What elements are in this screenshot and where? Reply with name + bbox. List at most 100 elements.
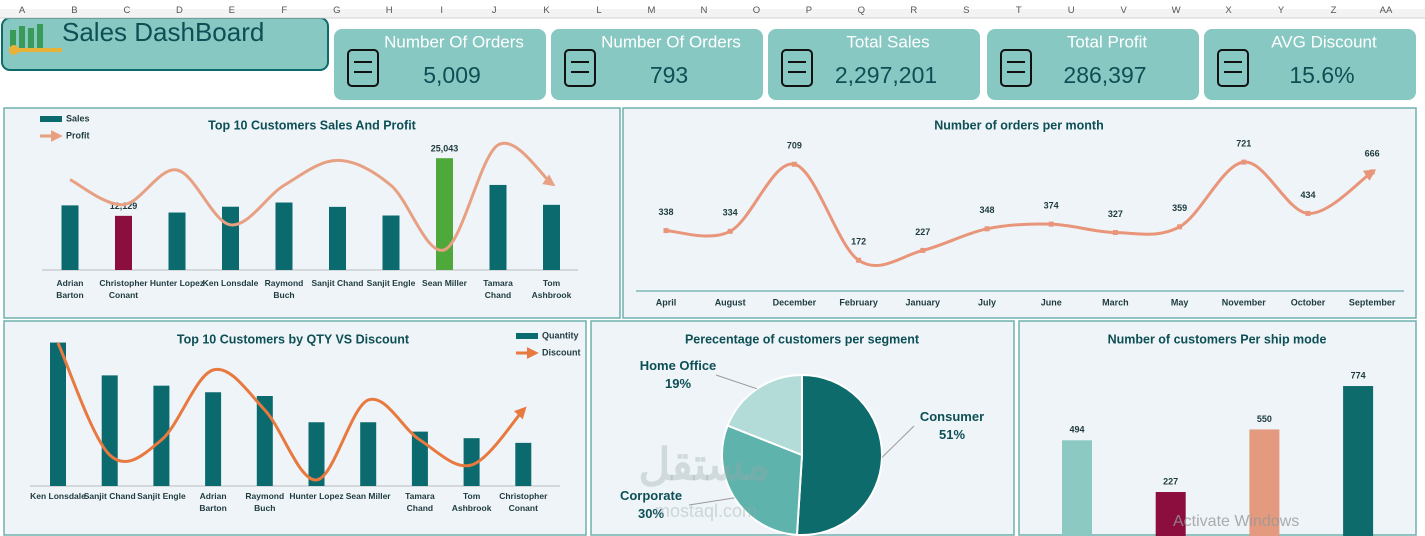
leader-line bbox=[715, 374, 758, 390]
bar bbox=[436, 158, 453, 270]
point bbox=[791, 161, 797, 167]
x-tick-label: Sanjit Chand bbox=[311, 278, 364, 288]
data-label: 550 bbox=[1257, 414, 1272, 424]
column-header: J bbox=[492, 5, 497, 16]
x-tick-label: June bbox=[1041, 297, 1062, 307]
kpi-card bbox=[768, 29, 980, 100]
sheet-header-row bbox=[0, 9, 1425, 18]
x-tick-label: August bbox=[715, 297, 746, 307]
x-tick-label: December bbox=[773, 297, 817, 307]
bar bbox=[489, 184, 507, 270]
point bbox=[856, 257, 862, 263]
point bbox=[984, 226, 990, 232]
system-notice: Activate Windows bbox=[1173, 513, 1299, 530]
column-header: V bbox=[1120, 5, 1127, 16]
chart-title: Number of customers Per ship mode bbox=[1108, 332, 1327, 346]
bar bbox=[1343, 386, 1374, 536]
leader-line bbox=[881, 425, 915, 458]
pie-label-box: Home Office 19% bbox=[639, 358, 717, 391]
chart-title: Top 10 Customers Sales And Profit bbox=[208, 118, 417, 132]
watermark: مستقل bbox=[638, 441, 770, 490]
watermark-site: mostaql.com bbox=[655, 501, 757, 521]
bar bbox=[153, 385, 170, 486]
legend-label: Discount bbox=[542, 347, 581, 357]
kpi-value: 5,009 bbox=[423, 62, 481, 88]
chart-panel bbox=[622, 107, 1417, 319]
x-tick-label-box: Sean Miller bbox=[345, 491, 391, 501]
line bbox=[69, 141, 556, 252]
x-tick-label-box: Adrian Barton bbox=[199, 491, 227, 513]
x-tick-label: January bbox=[906, 297, 941, 307]
bar bbox=[1062, 440, 1092, 536]
bar bbox=[308, 422, 325, 486]
data-label: 666 bbox=[1365, 148, 1380, 158]
data-label: 721 bbox=[1236, 138, 1251, 148]
x-tick-label: Sean Miller bbox=[345, 491, 391, 501]
x-tick-label: Sean Miller bbox=[422, 278, 467, 288]
kpi-card bbox=[1204, 29, 1416, 100]
data-label: 434 bbox=[1300, 190, 1315, 200]
x-tick-label-box: Sanjit Engle bbox=[366, 278, 416, 288]
column-header: L bbox=[596, 5, 601, 16]
x-tick-label: Adrian Barton bbox=[199, 491, 227, 513]
column-header: G bbox=[333, 5, 340, 16]
kpi-label: Number Of Orders bbox=[384, 32, 524, 51]
bar bbox=[329, 206, 346, 270]
pie-label-box: Consumer 51% bbox=[920, 409, 984, 443]
bar bbox=[543, 204, 560, 270]
x-tick-label: Tom Ashbrook bbox=[531, 278, 572, 300]
title-icon bbox=[9, 24, 62, 55]
column-header: N bbox=[701, 5, 708, 16]
data-label: 359 bbox=[1172, 203, 1187, 213]
x-tick-label-box: Christopher Conant bbox=[99, 278, 148, 300]
x-tick-label-box: Raymond Buch bbox=[245, 491, 285, 513]
point bbox=[663, 228, 669, 234]
column-header: H bbox=[386, 5, 393, 16]
kpi-value: 286,397 bbox=[1063, 62, 1146, 88]
bar bbox=[50, 342, 66, 486]
column-header: D bbox=[176, 5, 183, 16]
data-label: 227 bbox=[1163, 476, 1178, 486]
pie-slice bbox=[795, 373, 883, 536]
kpi-value: 793 bbox=[650, 62, 688, 88]
x-tick-label: July bbox=[978, 297, 996, 307]
x-tick-label: Tamara Chand bbox=[483, 278, 513, 300]
kpi-icon bbox=[564, 49, 596, 87]
data-label: 172 bbox=[851, 237, 866, 247]
x-tick-label: Raymond Buch bbox=[245, 491, 285, 513]
column-header: R bbox=[910, 5, 917, 16]
column-header: U bbox=[1068, 5, 1075, 16]
kpi-value: 15.6% bbox=[1289, 62, 1354, 88]
line bbox=[665, 160, 1377, 267]
column-header: AA bbox=[1380, 5, 1393, 16]
bar bbox=[101, 375, 118, 486]
pie-label: Corporate bbox=[619, 488, 683, 503]
x-tick-label: Ken Lonsdale bbox=[30, 491, 86, 501]
x-tick-label-box: Tom Ashbrook bbox=[531, 278, 572, 300]
column-header: T bbox=[1016, 5, 1022, 16]
x-tick-label: Christopher Conant bbox=[99, 278, 148, 300]
pie-label: Home Office bbox=[639, 358, 717, 373]
bar bbox=[222, 206, 239, 270]
bar bbox=[1155, 492, 1186, 536]
x-tick-label: Sanjit Engle bbox=[366, 278, 416, 288]
x-tick-label: September bbox=[1349, 297, 1396, 307]
column-header: Q bbox=[858, 5, 865, 16]
bar bbox=[275, 202, 293, 270]
kpi-card bbox=[334, 29, 546, 100]
x-tick-label: Sanjit Chand bbox=[83, 491, 136, 501]
data-label: 227 bbox=[915, 227, 930, 237]
leader-line bbox=[688, 497, 735, 506]
data-label: 338 bbox=[658, 207, 673, 217]
kpi-label: Number Of Orders bbox=[601, 32, 741, 51]
x-tick-label-box: Adrian Barton bbox=[56, 278, 83, 300]
bar bbox=[168, 212, 186, 270]
bar bbox=[115, 215, 132, 270]
point bbox=[1241, 159, 1247, 165]
x-tick-label: Tom Ashbrook bbox=[451, 491, 492, 513]
x-tick-label-box: Tamara Chand bbox=[483, 278, 513, 300]
column-header: Z bbox=[1331, 5, 1337, 16]
data-label: 327 bbox=[1108, 209, 1123, 219]
pie-value-label: 51% bbox=[938, 427, 966, 443]
point bbox=[727, 228, 733, 234]
